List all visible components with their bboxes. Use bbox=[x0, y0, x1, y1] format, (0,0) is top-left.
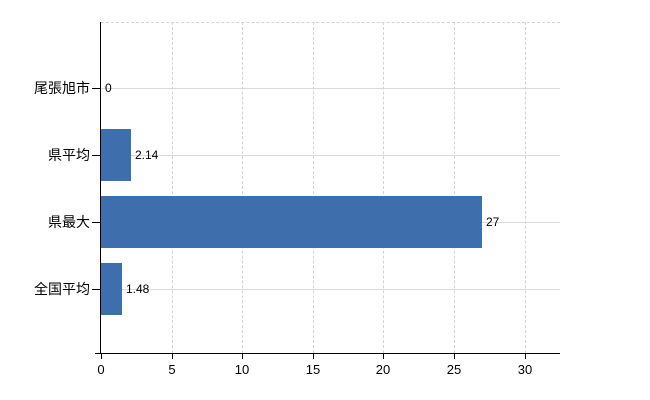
vertical-gridline bbox=[172, 22, 173, 353]
x-tick-mark bbox=[313, 354, 314, 359]
x-tick-label: 10 bbox=[234, 362, 250, 377]
x-tick-mark bbox=[454, 354, 455, 359]
x-tick-label: 15 bbox=[305, 362, 321, 377]
value-label: 27 bbox=[486, 215, 500, 229]
vertical-gridline bbox=[242, 22, 243, 353]
x-tick-mark bbox=[172, 354, 173, 359]
y-axis-line bbox=[100, 22, 101, 353]
category-label: 尾張旭市 bbox=[34, 80, 90, 96]
category-label: 県平均 bbox=[48, 147, 90, 163]
vertical-gridline bbox=[313, 22, 314, 353]
x-axis-line bbox=[95, 353, 560, 354]
bar bbox=[101, 263, 122, 315]
x-tick-label: 25 bbox=[446, 362, 462, 377]
category-tick-mark bbox=[92, 88, 100, 89]
horizontal-gridline bbox=[101, 289, 560, 290]
x-tick-label: 0 bbox=[97, 362, 105, 377]
x-tick-label: 5 bbox=[168, 362, 176, 377]
value-label: 2.14 bbox=[135, 148, 159, 162]
value-label: 0 bbox=[105, 81, 112, 95]
value-label: 1.48 bbox=[126, 282, 150, 296]
x-tick-mark bbox=[242, 354, 243, 359]
plot-top-border bbox=[101, 22, 560, 23]
x-tick-label: 20 bbox=[375, 362, 391, 377]
x-tick-mark bbox=[101, 354, 102, 359]
x-tick-mark bbox=[383, 354, 384, 359]
x-tick-mark bbox=[525, 354, 526, 359]
category-label: 県最大 bbox=[48, 214, 90, 230]
category-tick-mark bbox=[92, 155, 100, 156]
bar bbox=[101, 129, 131, 181]
category-label: 全国平均 bbox=[34, 281, 90, 297]
category-tick-mark bbox=[92, 289, 100, 290]
vertical-gridline bbox=[525, 22, 526, 353]
horizontal-gridline bbox=[101, 88, 560, 89]
horizontal-gridline bbox=[101, 155, 560, 156]
vertical-gridline bbox=[383, 22, 384, 353]
bar bbox=[101, 196, 482, 248]
vertical-gridline bbox=[454, 22, 455, 353]
x-tick-label: 30 bbox=[517, 362, 533, 377]
category-tick-mark bbox=[92, 222, 100, 223]
